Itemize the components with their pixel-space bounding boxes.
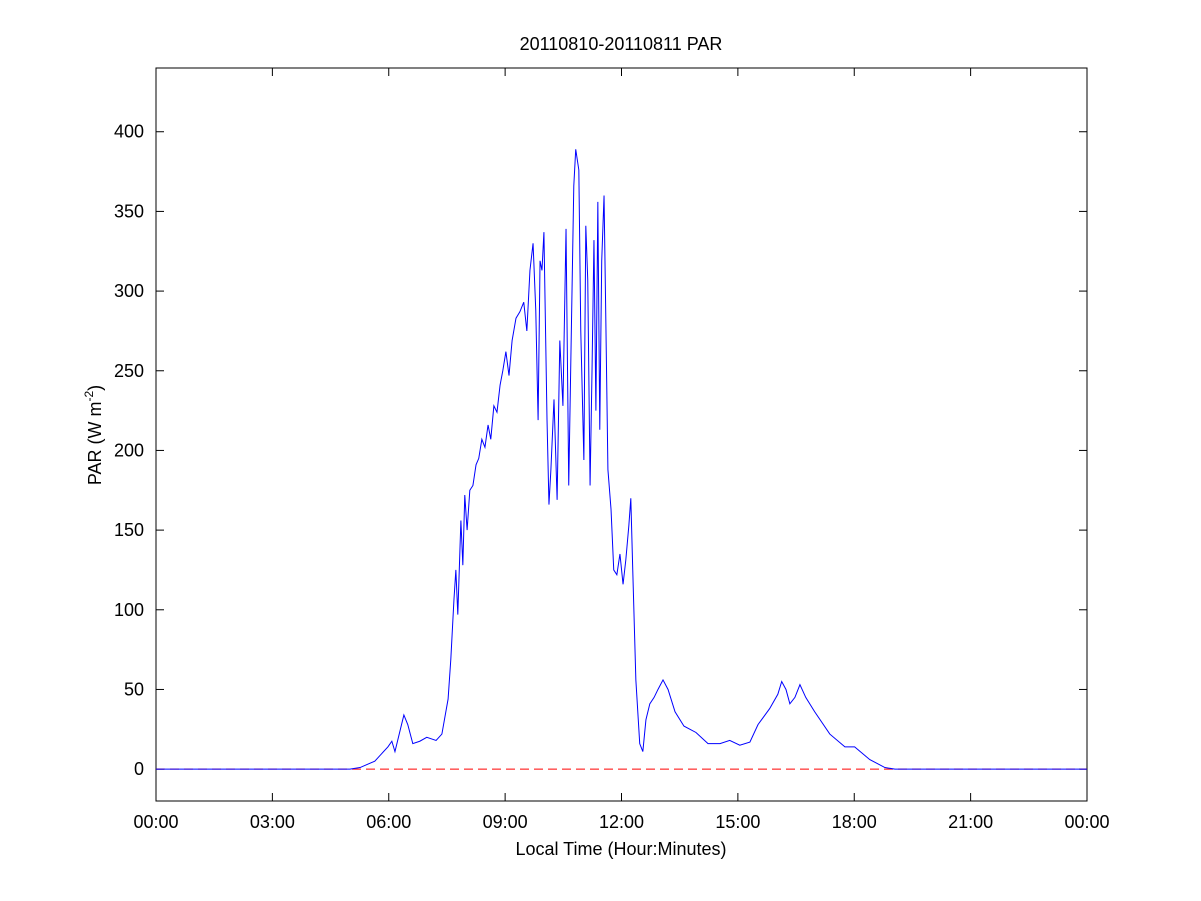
y-label-suffix: ) [85, 385, 105, 391]
x-tick-label: 12:00 [599, 812, 644, 832]
x-tick-label: 06:00 [366, 812, 411, 832]
x-tick-label: 00:00 [133, 812, 178, 832]
x-tick-label: 15:00 [715, 812, 760, 832]
x-tick-label: 03:00 [250, 812, 295, 832]
y-tick-label: 300 [114, 281, 144, 301]
plot-area [155, 67, 1088, 802]
y-label-sup: -2 [82, 391, 96, 402]
y-tick-label: 350 [114, 201, 144, 221]
y-label-text: PAR (W m [85, 402, 105, 486]
y-tick-label: 50 [124, 679, 144, 699]
data-line [156, 149, 1087, 770]
x-tick-label: 18:00 [832, 812, 877, 832]
x-tick-label: 21:00 [948, 812, 993, 832]
x-tick-label: 09:00 [483, 812, 528, 832]
y-tick-label: 0 [134, 759, 144, 779]
y-tick-label: 100 [114, 600, 144, 620]
x-tick-label: 00:00 [1064, 812, 1109, 832]
chart-title: 20110810-20110811 PAR [520, 34, 723, 54]
y-tick-label: 150 [114, 520, 144, 540]
y-tick-label: 400 [114, 122, 144, 142]
y-axis-label: PAR (W m-2) [82, 385, 105, 485]
y-tick-label: 250 [114, 361, 144, 381]
y-tick-label: 200 [114, 440, 144, 460]
x-axis-label: Local Time (Hour:Minutes) [515, 839, 726, 859]
